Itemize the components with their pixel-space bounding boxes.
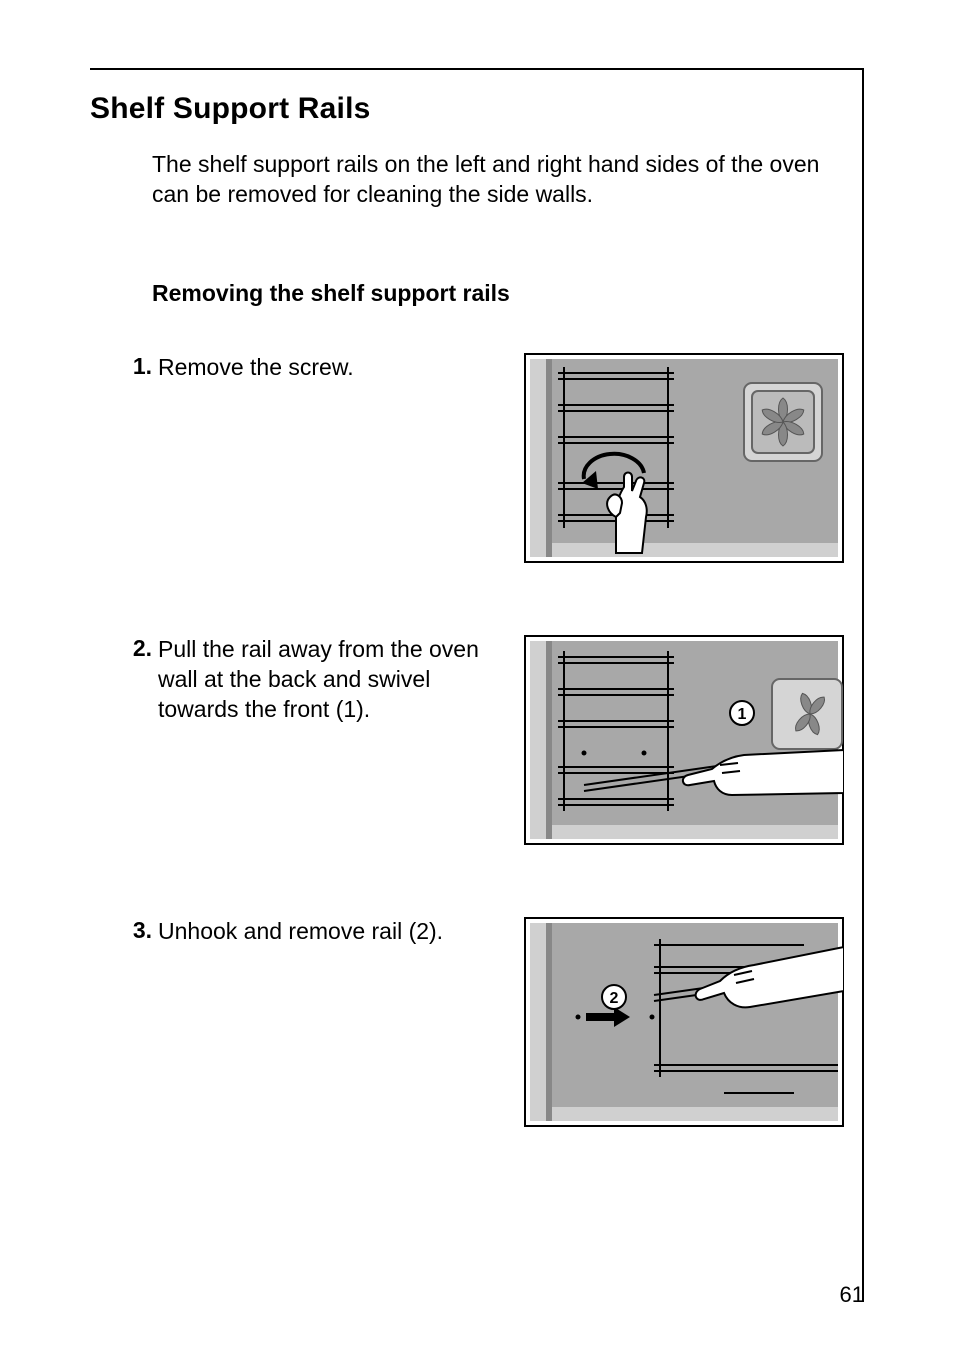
page-title: Shelf Support Rails	[90, 92, 844, 126]
step-text: Pull the rail away from the oven wall at…	[158, 635, 518, 725]
page-number: 61	[840, 1282, 864, 1308]
step-number: 3.	[128, 917, 152, 944]
section-subheading: Removing the shelf support rails	[152, 280, 844, 307]
step-number: 1.	[128, 353, 152, 380]
step-1: 1. Remove the screw.	[128, 353, 844, 563]
figure-badge-2: 2	[610, 990, 619, 1007]
step-text: Remove the screw.	[158, 353, 518, 383]
right-rule	[862, 68, 864, 1302]
intro-paragraph: The shelf support rails on the left and …	[152, 150, 844, 210]
step-2-figure: 1	[524, 635, 844, 845]
step-text: Unhook and remove rail (2).	[158, 917, 518, 947]
step-2: 2. Pull the rail away from the oven wall…	[128, 635, 844, 845]
oven-illustration-3-icon: 2	[524, 917, 844, 1127]
step-1-figure	[524, 353, 844, 563]
page: Shelf Support Rails The shelf support ra…	[0, 0, 954, 1352]
content-area: Shelf Support Rails The shelf support ra…	[90, 92, 844, 1127]
top-rule	[90, 68, 864, 70]
figure-badge-1: 1	[738, 706, 747, 723]
oven-illustration-2-icon: 1	[524, 635, 844, 845]
oven-illustration-1-icon	[524, 353, 844, 563]
step-3: 3. Unhook and remove rail (2).	[128, 917, 844, 1127]
step-3-figure: 2	[524, 917, 844, 1127]
step-number: 2.	[128, 635, 152, 662]
